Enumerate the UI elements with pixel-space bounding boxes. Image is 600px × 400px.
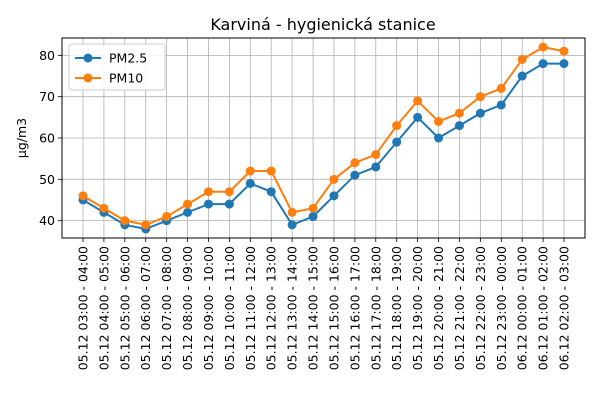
x-tick-label: 05.12 05:00 - 06:00 bbox=[117, 246, 132, 370]
data-point bbox=[475, 92, 485, 102]
data-point bbox=[266, 166, 276, 176]
x-tick-label: 05.12 08:00 - 09:00 bbox=[180, 246, 195, 370]
data-point bbox=[99, 203, 109, 213]
y-tick-label: 50 bbox=[39, 172, 55, 187]
y-axis: 40 50 60 70 80 bbox=[39, 48, 62, 228]
x-tick-label: 05.12 12:00 - 13:00 bbox=[264, 246, 279, 370]
data-point bbox=[183, 199, 193, 209]
data-point bbox=[162, 212, 172, 222]
data-point bbox=[329, 191, 339, 201]
y-axis-label: µg/m3 bbox=[14, 118, 29, 158]
legend-marker bbox=[83, 53, 93, 63]
data-point bbox=[203, 187, 213, 197]
data-point bbox=[496, 100, 506, 110]
data-point bbox=[392, 137, 402, 147]
x-axis: 05.12 03:00 - 04:00 05.12 04:00 - 05:00 05… bbox=[76, 238, 572, 370]
data-point bbox=[517, 54, 527, 64]
chart-title: Karviná - hygienická stanice bbox=[210, 15, 435, 34]
y-tick-label: 70 bbox=[39, 89, 55, 104]
data-point bbox=[413, 112, 423, 122]
x-tick-label: 05.12 03:00 - 04:00 bbox=[76, 246, 91, 370]
data-point bbox=[224, 187, 234, 197]
x-tick-label: 05.12 11:00 - 12:00 bbox=[243, 246, 258, 370]
x-tick-label: 05.12 13:00 - 14:00 bbox=[285, 246, 300, 370]
x-tick-label: 05.12 06:00 - 07:00 bbox=[138, 246, 153, 370]
x-tick-label: 05.12 15:00 - 16:00 bbox=[326, 246, 341, 370]
x-tick-label: 06.12 02:00 - 03:00 bbox=[557, 246, 572, 370]
y-tick-label: 80 bbox=[39, 48, 55, 63]
x-tick-label: 05.12 18:00 - 19:00 bbox=[389, 246, 404, 370]
data-point bbox=[329, 174, 339, 184]
data-point bbox=[308, 203, 318, 213]
data-point bbox=[350, 158, 360, 168]
x-tick-label: 05.12 22:00 - 23:00 bbox=[473, 246, 488, 370]
y-tick-label: 40 bbox=[39, 213, 55, 228]
data-point bbox=[183, 207, 193, 217]
data-point bbox=[371, 162, 381, 172]
data-point bbox=[496, 83, 506, 93]
x-tick-label: 05.12 14:00 - 15:00 bbox=[306, 246, 321, 370]
data-point bbox=[392, 121, 402, 131]
x-tick-label: 06.12 01:00 - 02:00 bbox=[536, 246, 551, 370]
x-tick-label: 06.12 00:00 - 01:00 bbox=[515, 246, 530, 370]
x-tick-label: 05.12 16:00 - 17:00 bbox=[347, 246, 362, 370]
legend-marker bbox=[83, 73, 93, 83]
data-point bbox=[245, 166, 255, 176]
x-tick-label: 05.12 19:00 - 20:00 bbox=[410, 246, 425, 370]
data-point bbox=[538, 59, 548, 69]
data-point bbox=[287, 207, 297, 217]
data-point bbox=[434, 116, 444, 126]
data-point bbox=[203, 199, 213, 209]
data-point bbox=[559, 46, 569, 56]
x-tick-label: 05.12 20:00 - 21:00 bbox=[431, 246, 446, 370]
data-point bbox=[266, 187, 276, 197]
legend-entry: PM2.5 bbox=[109, 51, 147, 66]
x-tick-label: 05.12 21:00 - 22:00 bbox=[452, 246, 467, 370]
data-point bbox=[434, 133, 444, 143]
data-point bbox=[413, 96, 423, 106]
legend-entry: PM10 bbox=[109, 71, 143, 86]
x-tick-label: 05.12 17:00 - 18:00 bbox=[368, 246, 383, 370]
data-point bbox=[350, 170, 360, 180]
data-point bbox=[245, 178, 255, 188]
data-point bbox=[559, 59, 569, 69]
x-tick-label: 05.12 04:00 - 05:00 bbox=[96, 246, 111, 370]
data-point bbox=[475, 108, 485, 118]
data-point bbox=[454, 121, 464, 131]
legend: PM2.5 PM10 bbox=[68, 43, 166, 91]
data-point bbox=[308, 212, 318, 222]
x-tick-label: 05.12 09:00 - 10:00 bbox=[201, 246, 216, 370]
data-point bbox=[454, 108, 464, 118]
data-point bbox=[287, 220, 297, 230]
x-tick-label: 05.12 07:00 - 08:00 bbox=[159, 246, 174, 370]
y-tick-label: 60 bbox=[39, 131, 55, 146]
grid bbox=[62, 38, 585, 238]
data-point bbox=[371, 150, 381, 160]
data-point bbox=[224, 199, 234, 209]
data-point bbox=[78, 191, 88, 201]
data-point bbox=[517, 71, 527, 81]
data-point bbox=[120, 216, 130, 226]
data-point bbox=[538, 42, 548, 52]
x-tick-label: 05.12 10:00 - 11:00 bbox=[222, 246, 237, 370]
series-layer bbox=[78, 42, 569, 234]
data-point bbox=[141, 220, 151, 230]
x-tick-label: 05.12 23:00 - 00:00 bbox=[494, 246, 509, 370]
